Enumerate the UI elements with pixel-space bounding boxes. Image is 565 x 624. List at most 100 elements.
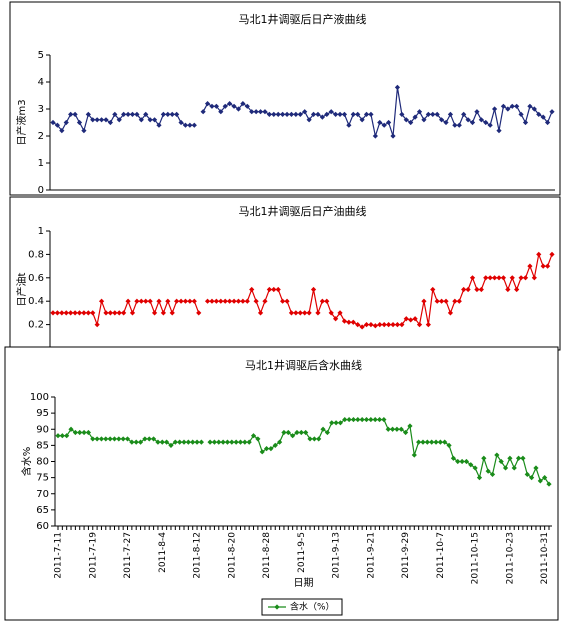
data-point (403, 117, 409, 123)
data-point (363, 416, 370, 423)
data-point (68, 111, 74, 117)
data-point (324, 111, 330, 117)
data-point (394, 84, 401, 90)
data-point (439, 298, 445, 304)
data-point (204, 298, 211, 304)
x-tick-label: 2011-8-4 (158, 532, 168, 573)
data-point (478, 286, 484, 293)
data-point (549, 109, 555, 115)
y-tick-label: 1 (38, 226, 44, 237)
data-point (421, 298, 427, 304)
data-point (536, 111, 542, 117)
panel-frame (4, 346, 559, 621)
data-point (319, 298, 325, 304)
data-point (81, 310, 87, 316)
data-point (137, 439, 144, 445)
data-point (68, 310, 74, 316)
data-point (231, 103, 237, 109)
data-point (377, 119, 383, 126)
data-point (476, 475, 483, 481)
data-point (76, 119, 83, 126)
data-point (403, 429, 409, 436)
data-point (284, 298, 290, 304)
data-point (536, 251, 542, 257)
data-point (319, 114, 325, 120)
y-tick-label: 80 (36, 457, 49, 468)
data-point (514, 103, 520, 109)
data-point (249, 286, 255, 293)
data-point (469, 119, 476, 126)
x-tick-label: 2011-8-20 (227, 532, 237, 579)
data-point (297, 310, 303, 316)
data-point (216, 439, 222, 445)
data-point (439, 117, 445, 123)
data-point (518, 111, 524, 117)
data-point (285, 429, 291, 436)
data-point (416, 109, 423, 115)
data-point (160, 111, 166, 117)
data-point (324, 298, 330, 304)
data-point (90, 117, 96, 123)
data-point (468, 462, 474, 468)
data-point (363, 322, 370, 328)
data-point (544, 119, 551, 126)
data-point (211, 439, 218, 445)
data-point (240, 298, 246, 304)
data-point (174, 298, 180, 304)
data-point (430, 286, 436, 293)
data-point (311, 436, 317, 442)
data-point (478, 117, 484, 123)
data-point (76, 310, 83, 316)
legend-box (261, 598, 343, 616)
chart-title: 马北1井调驱后含水曲线 (245, 358, 362, 372)
data-point (398, 426, 404, 432)
data-point (505, 106, 511, 112)
data-point (472, 465, 478, 471)
data-point (169, 111, 175, 117)
data-point (227, 298, 233, 304)
data-point (227, 101, 233, 107)
data-point (491, 106, 498, 112)
data-point (64, 433, 70, 439)
data-point (346, 319, 352, 325)
data-point (121, 310, 127, 316)
data-point (425, 111, 431, 117)
y-axis-label: 日产油t (15, 272, 28, 306)
data-point (421, 117, 427, 123)
data-point (198, 439, 204, 445)
data-point (191, 122, 197, 128)
x-tick-label: 2011-10-23 (505, 532, 515, 584)
data-point (120, 436, 126, 442)
data-point (420, 439, 426, 445)
data-point (94, 322, 100, 328)
data-point (515, 455, 522, 461)
data-point (268, 446, 274, 452)
data-point (253, 109, 259, 115)
chart-title: 马北1井调驱后日产液曲线 (239, 12, 367, 26)
data-point (329, 420, 335, 426)
data-point (315, 310, 321, 316)
data-point (442, 439, 448, 445)
data-point (155, 439, 161, 445)
data-point (293, 310, 299, 316)
y-tick-label: 0.4 (28, 296, 44, 307)
data-point (346, 416, 352, 423)
data-point (544, 263, 551, 269)
data-point (527, 103, 533, 109)
data-point (271, 286, 277, 293)
data-point (204, 101, 211, 107)
data-point (394, 426, 400, 432)
data-point (350, 416, 357, 423)
data-point (165, 111, 171, 117)
data-point (143, 298, 149, 304)
data-point (72, 429, 78, 436)
data-point (350, 111, 356, 117)
data-point (98, 436, 105, 442)
data-point (224, 439, 231, 445)
data-point (271, 111, 277, 117)
data-point (85, 310, 91, 316)
data-point (342, 416, 348, 423)
data-point (250, 433, 257, 439)
y-tick-label: 2 (38, 131, 44, 142)
data-point (284, 111, 290, 117)
